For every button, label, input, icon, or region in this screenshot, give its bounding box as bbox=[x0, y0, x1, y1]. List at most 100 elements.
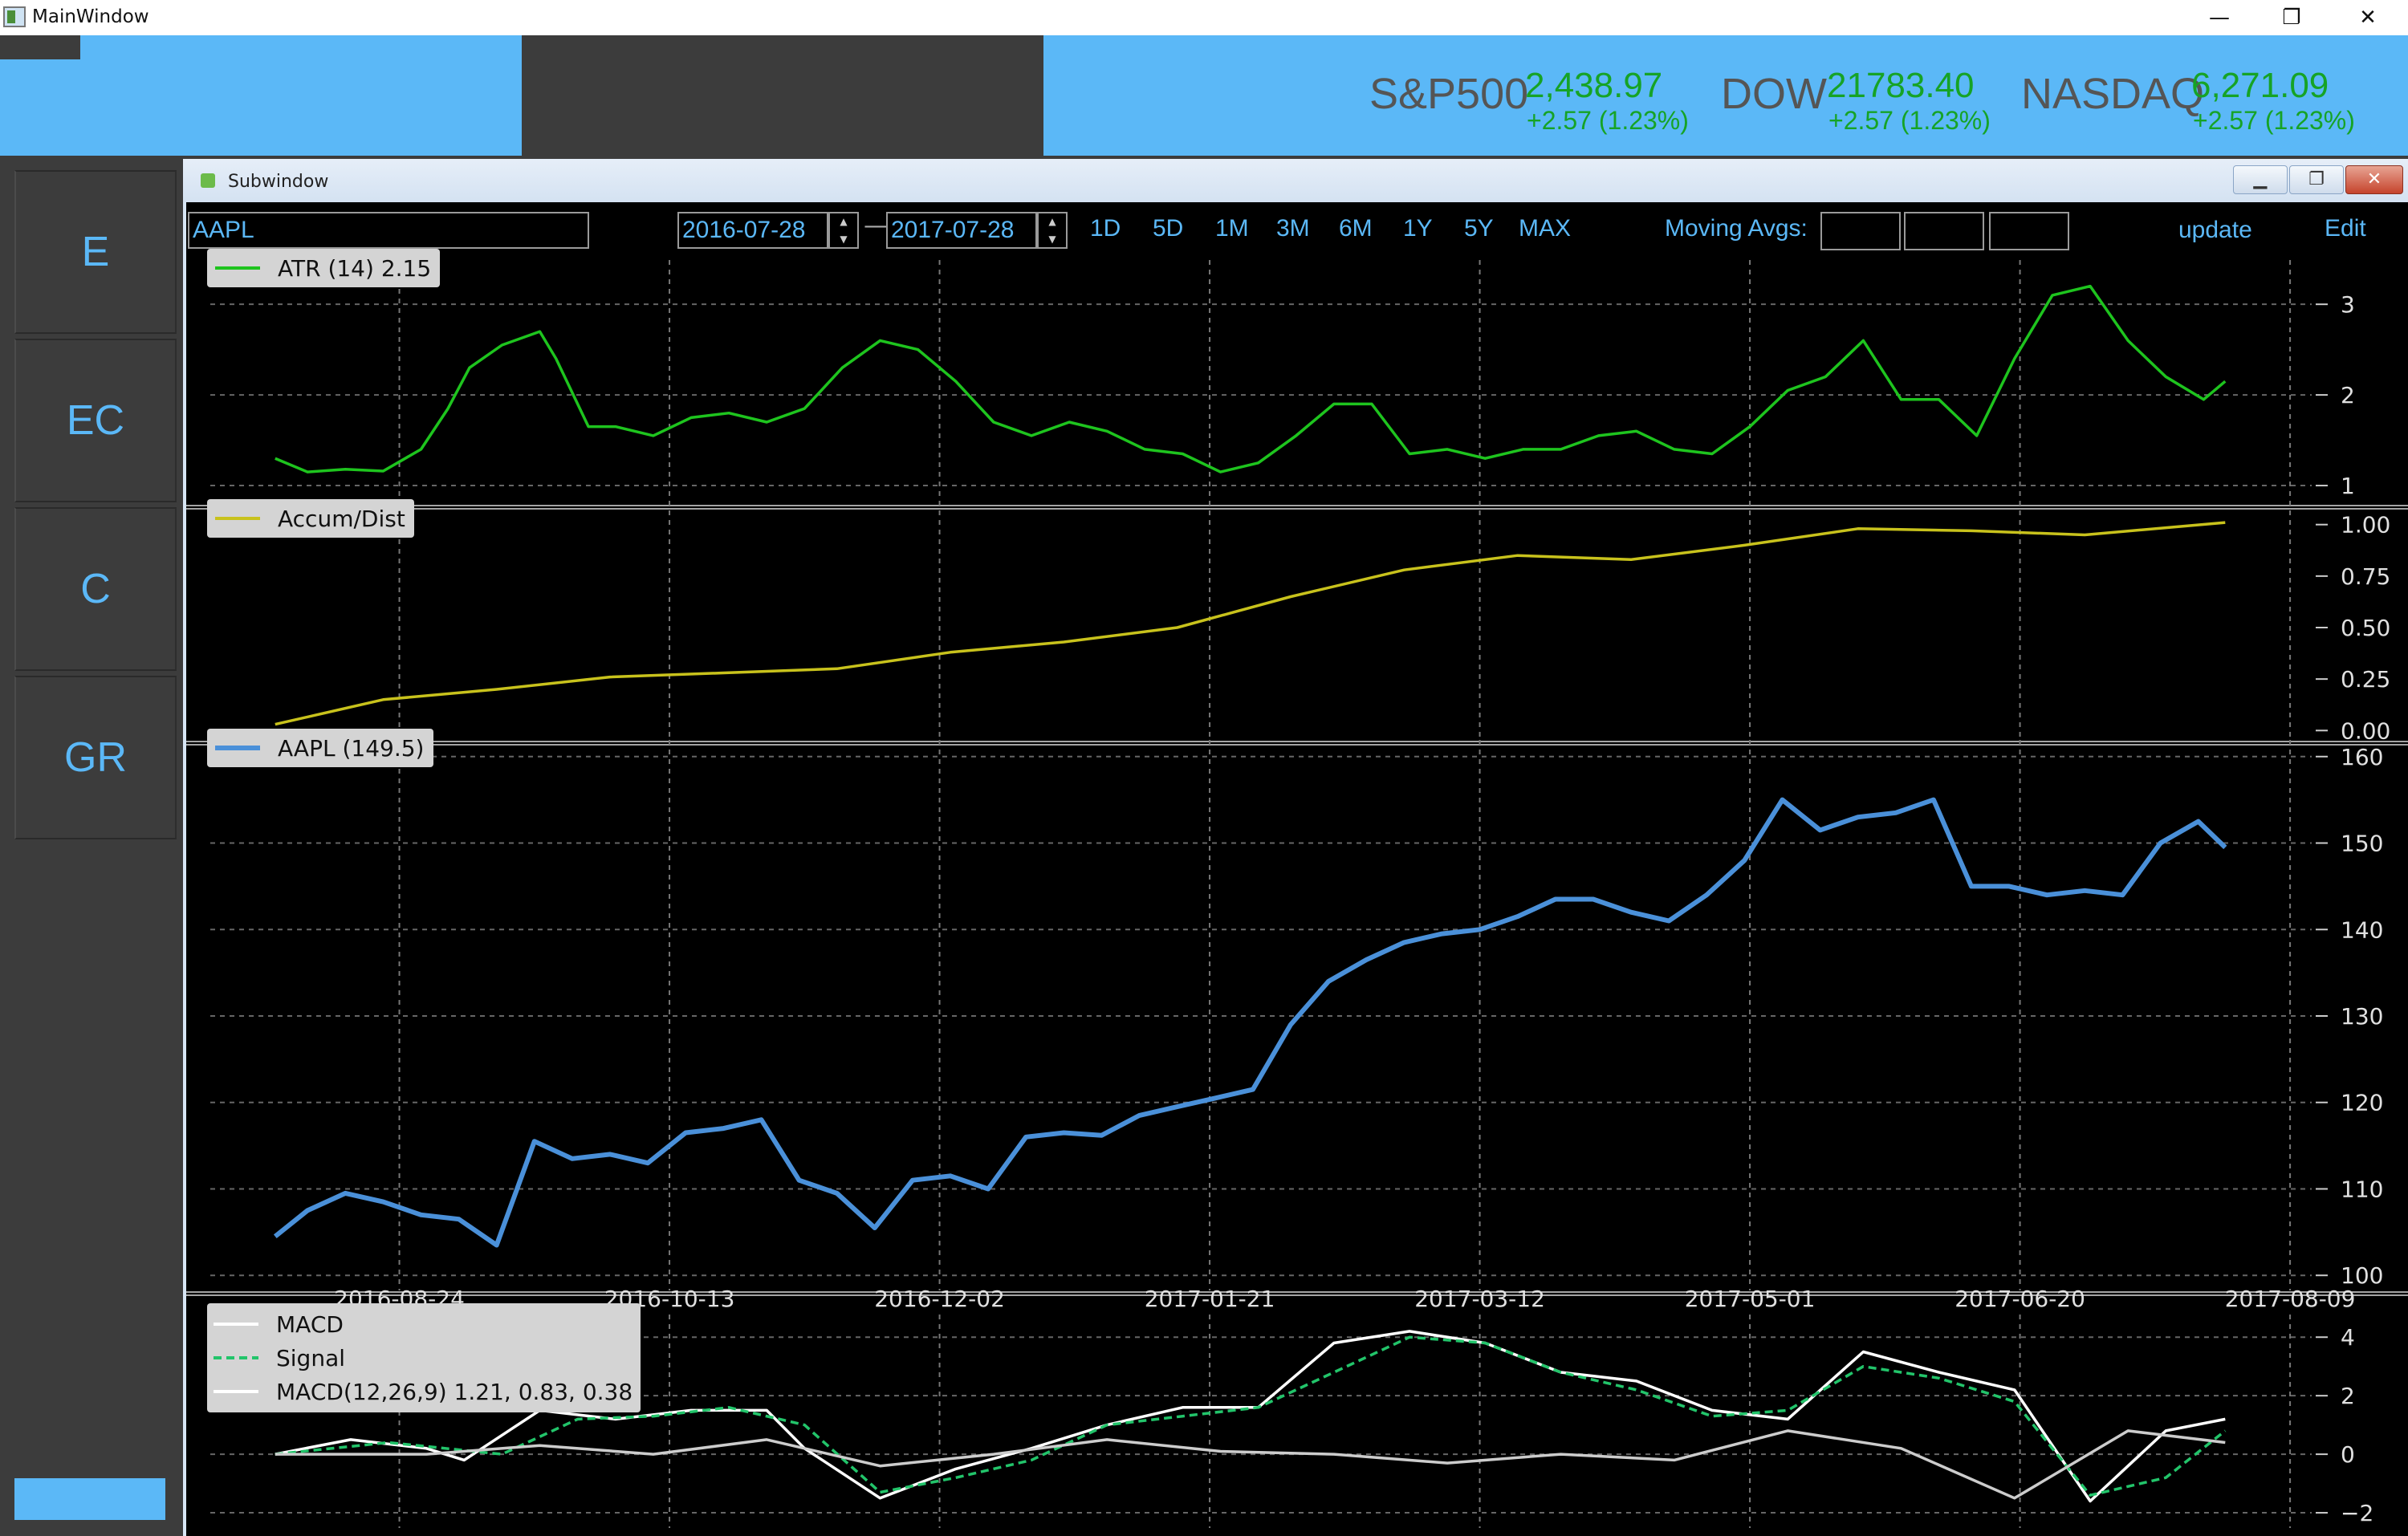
legend-box bbox=[207, 499, 414, 538]
sidebar: E EC C GR bbox=[0, 156, 181, 1536]
legend-label: Signal bbox=[276, 1345, 345, 1371]
series-line-aapl bbox=[273, 797, 2227, 1248]
spin-up-icon[interactable]: ▲ bbox=[840, 216, 848, 227]
y-tick-label: 2 bbox=[2341, 382, 2355, 408]
top-bar: S&P500 2,438.97 +2.57 (1.23%) DOW 21783.… bbox=[0, 35, 2408, 156]
ticker-nasdaq: NASDAQ 6,271.09 +2.57 (1.23%) bbox=[2019, 66, 2404, 152]
ticker-dow: DOW 21783.40 +2.57 (1.23%) bbox=[1718, 66, 2023, 152]
ticker-sp500: S&P500 2,438.97 +2.57 (1.23%) bbox=[1365, 66, 1702, 152]
spin-down-icon[interactable]: ▼ bbox=[1048, 234, 1056, 245]
ticker-change: +2.57 (1.23%) bbox=[1828, 106, 1991, 135]
ticker-change: +2.57 (1.23%) bbox=[1527, 106, 1689, 135]
series-line-macd bbox=[275, 1330, 2226, 1503]
subwindow-title: Subwindow bbox=[228, 172, 329, 192]
legend-label: MACD(12,26,9) 1.21, 0.83, 0.38 bbox=[276, 1379, 633, 1405]
x-tick-label: 2017-01-21 bbox=[1145, 1286, 1275, 1312]
window-title: MainWindow bbox=[32, 6, 149, 27]
y-tick-label: 3 bbox=[2341, 291, 2355, 318]
series-line-macd-12-26-9- bbox=[275, 1429, 2226, 1500]
moving-avg-input-2[interactable] bbox=[1904, 212, 1984, 250]
atr-legend: ATR (14) 2.15 bbox=[207, 249, 440, 287]
main-title-bar: MainWindow — ❐ ✕ bbox=[0, 0, 2408, 35]
minimize-button[interactable]: — bbox=[2209, 6, 2230, 30]
y-tick-label: 130 bbox=[2341, 1003, 2383, 1030]
y-tick-label: 140 bbox=[2341, 916, 2383, 943]
sidebar-status-bar[interactable] bbox=[14, 1478, 165, 1520]
y-tick-label: 0 bbox=[2341, 1441, 2355, 1468]
ticker-price: 6,271.09 bbox=[2191, 66, 2329, 105]
ticker-change: +2.57 (1.23%) bbox=[2193, 106, 2355, 135]
y-tick-label: 2 bbox=[2341, 1383, 2355, 1409]
y-tick-label: 0.25 bbox=[2341, 666, 2390, 693]
x-tick-label: 2017-03-12 bbox=[1414, 1286, 1545, 1312]
ticker-name: DOW bbox=[1721, 70, 1827, 118]
range-3m[interactable]: 3M bbox=[1276, 215, 1310, 242]
start-date-input[interactable]: 2016-07-28 bbox=[677, 212, 828, 249]
moving-avg-input-1[interactable] bbox=[1820, 212, 1901, 250]
range-1y[interactable]: 1Y bbox=[1403, 215, 1433, 242]
y-tick-label: −2 bbox=[2341, 1500, 2373, 1526]
symbol-input[interactable]: AAPL bbox=[188, 212, 589, 249]
x-tick-label: 2017-06-20 bbox=[1954, 1286, 2085, 1312]
sidebar-button-c[interactable]: C bbox=[14, 507, 177, 671]
ticker-name: NASDAQ bbox=[2021, 70, 2205, 118]
panel-macd: −2 0 2 4 MACD Signal MACD(12,26,9) 1.21, 0.83,… bbox=[207, 1303, 2373, 1528]
edit-button[interactable]: Edit bbox=[2325, 215, 2366, 242]
range-max[interactable]: MAX bbox=[1519, 215, 1572, 242]
start-date-spinner[interactable]: ▲ ▼ bbox=[828, 212, 859, 249]
sidebar-button-e[interactable]: E bbox=[14, 170, 177, 334]
end-date-input[interactable]: 2017-07-28 bbox=[886, 212, 1037, 249]
update-button[interactable]: update bbox=[2178, 217, 2252, 243]
subwindow: Subwindow ▁ ❐ ✕ AAPL 2016-07-28 ▲ ▼ — 20… bbox=[183, 159, 2408, 1536]
y-tick-label: 100 bbox=[2341, 1262, 2383, 1289]
spin-up-icon[interactable]: ▲ bbox=[1048, 216, 1056, 227]
subwindow-minimize-button[interactable]: ▁ bbox=[2233, 165, 2288, 194]
legend-label: AAPL (149.5) bbox=[278, 735, 424, 762]
legend-label: Accum/Dist bbox=[278, 506, 405, 532]
date-separator: — bbox=[864, 212, 888, 240]
macd-legend: MACD Signal MACD(12,26,9) 1.21, 0.83, 0.38 bbox=[207, 1303, 641, 1412]
restore-button[interactable]: ❐ bbox=[2282, 6, 2301, 30]
y-tick-label: 110 bbox=[2341, 1176, 2383, 1202]
menu-stub bbox=[0, 35, 80, 59]
close-button[interactable]: ✕ bbox=[2359, 6, 2377, 30]
x-tick-label: 2017-05-01 bbox=[1685, 1286, 1816, 1312]
y-tick-label: 1 bbox=[2341, 473, 2355, 499]
end-date-spinner[interactable]: ▲ ▼ bbox=[1037, 212, 1068, 249]
moving-avg-input-3[interactable] bbox=[1989, 212, 2069, 250]
y-tick-label: 150 bbox=[2341, 831, 2383, 857]
app-icon bbox=[3, 6, 26, 27]
x-tick-label: 2016-12-02 bbox=[874, 1286, 1005, 1312]
qt-icon bbox=[201, 173, 215, 188]
ticker-price: 2,438.97 bbox=[1525, 66, 1663, 105]
range-5y[interactable]: 5Y bbox=[1464, 215, 1494, 242]
y-tick-label: 0.75 bbox=[2341, 563, 2390, 590]
panel-accum-dist: 0.00 0.25 0.50 0.75 1.00 Accum/Dist bbox=[207, 499, 2390, 744]
y-tick-label: 0.00 bbox=[2341, 717, 2390, 744]
subwindow-close-button[interactable]: ✕ bbox=[2345, 165, 2403, 194]
range-5d[interactable]: 5D bbox=[1153, 215, 1184, 242]
sidebar-button-gr[interactable]: GR bbox=[14, 676, 177, 839]
y-tick-label: 4 bbox=[2341, 1324, 2355, 1351]
subwindow-title-bar: Subwindow ▁ ❐ ✕ bbox=[183, 159, 2408, 202]
chart-area: AAPL 2016-07-28 ▲ ▼ — 2017-07-28 ▲ ▼ 1D … bbox=[186, 202, 2408, 1536]
legend-box bbox=[207, 1303, 641, 1412]
ticker-price: 21783.40 bbox=[1827, 66, 1975, 105]
charts-svg: 1 2 3 ATR (14) 2.15 0.00 0.25 0.50 0.75 1.00 Accu… bbox=[186, 249, 2408, 1528]
series-line-atr-14- bbox=[275, 284, 2227, 473]
legend-label: MACD bbox=[276, 1311, 344, 1338]
series-line-signal bbox=[275, 1335, 2227, 1497]
range-6m[interactable]: 6M bbox=[1339, 215, 1373, 242]
range-1d[interactable]: 1D bbox=[1090, 215, 1121, 242]
range-1m[interactable]: 1M bbox=[1215, 215, 1249, 242]
price-legend: AAPL (149.5) bbox=[207, 729, 433, 767]
y-tick-label: 1.00 bbox=[2341, 512, 2390, 538]
sidebar-button-ec[interactable]: EC bbox=[14, 339, 177, 502]
series-line-accum-dist bbox=[275, 521, 2226, 726]
moving-avgs-label: Moving Avgs: bbox=[1665, 215, 1808, 242]
spin-down-icon[interactable]: ▼ bbox=[840, 234, 848, 245]
subwindow-restore-button[interactable]: ❐ bbox=[2289, 165, 2344, 194]
panel-atr: 1 2 3 ATR (14) 2.15 bbox=[207, 249, 2355, 506]
top-dark-panel bbox=[522, 35, 1043, 156]
